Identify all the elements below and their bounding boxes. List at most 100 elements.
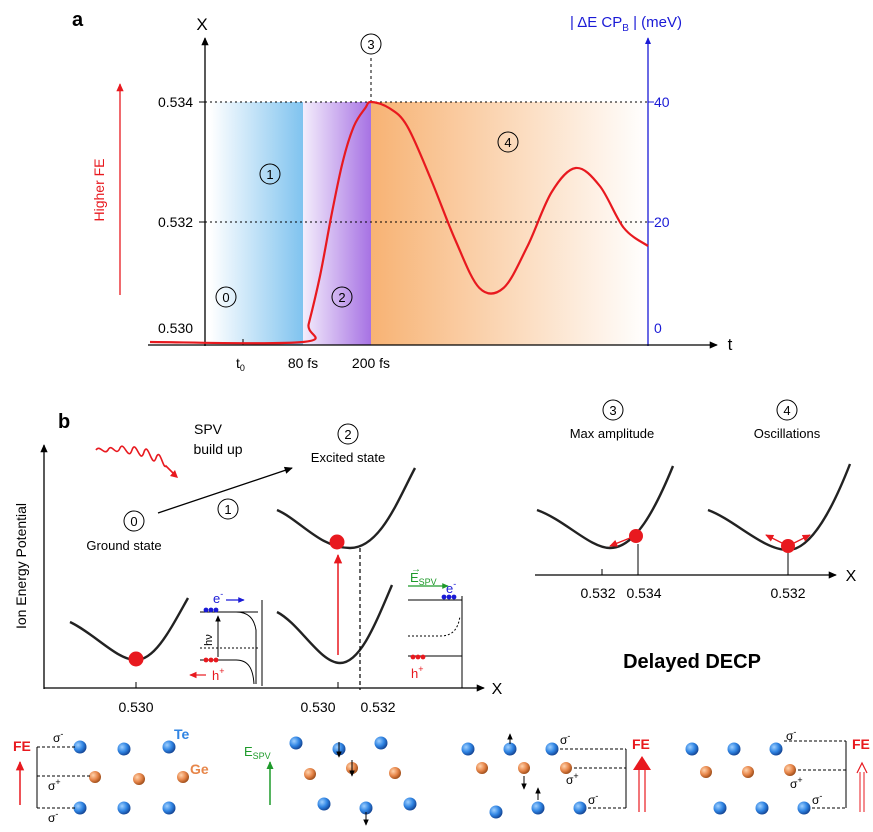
photon-label: hν xyxy=(203,634,215,646)
c-tick-label: 0.532 xyxy=(580,585,615,601)
svg-text:2: 2 xyxy=(344,427,351,442)
fe-label-4: FE xyxy=(852,736,870,752)
sigma-plus: σ+ xyxy=(790,775,803,791)
ge-label: Ge xyxy=(190,761,209,777)
ion-swing-arrow xyxy=(609,537,631,547)
ground-potential-copy xyxy=(276,584,394,665)
svg-text:4: 4 xyxy=(783,403,790,418)
lattice-cell-2: ESPV xyxy=(244,736,417,826)
x-tick-label-t0: t0 xyxy=(236,355,245,373)
sigma-minus: σ- xyxy=(48,809,58,825)
x-vs-time-curve xyxy=(149,100,649,345)
osc-arrow-left xyxy=(765,534,783,544)
ground-state-label: Ground state xyxy=(86,538,161,553)
c-tick-label: 0.532 xyxy=(770,585,805,601)
oscillations-label: Oscillations xyxy=(754,426,821,441)
spv-title-1: SPV xyxy=(194,421,223,437)
light-pulse-icon xyxy=(95,445,175,475)
zone-marker-3: 3 xyxy=(360,33,382,55)
zone1-shade xyxy=(210,102,303,345)
left-tick-label: 0.530 xyxy=(158,320,193,336)
svg-text:3: 3 xyxy=(609,403,616,418)
b-tick-label: 0.532 xyxy=(360,699,395,715)
zone-marker-c4: 4 xyxy=(776,399,798,421)
band-inset-2: ESPV → e- h+ xyxy=(408,564,463,688)
x-axis-title: t xyxy=(728,335,733,354)
zone-marker-b2: 2 xyxy=(337,423,359,445)
osc-arrow-right xyxy=(793,534,811,544)
lattice-cell-4: σ- σ+ σ- FE xyxy=(685,727,870,815)
field-vector-mark: → xyxy=(411,564,421,575)
x-tick-label-200fs: 200 fs xyxy=(352,355,390,371)
svg-text:4: 4 xyxy=(504,135,511,150)
panel-a: a X | ΔE CPB | (meV) t 0.534 0.532 0.530… xyxy=(72,9,733,373)
ion-oscillating xyxy=(781,539,795,553)
field-label-lattice: ESPV xyxy=(244,744,271,761)
delayed-decp-caption: Delayed DECP xyxy=(623,651,761,673)
svg-text:0: 0 xyxy=(222,290,229,305)
zone-marker-b0: 0 xyxy=(123,510,145,532)
te-label: Te xyxy=(174,726,190,742)
sigma-plus: σ+ xyxy=(566,771,579,787)
b-y-axis-title: Ion Energy Potential xyxy=(13,503,29,629)
x-tick-label-80fs: 80 fs xyxy=(288,355,318,371)
zone-marker-2: 2 xyxy=(331,286,353,308)
right-tick-label: 20 xyxy=(654,214,670,230)
b-tick-label: 0.530 xyxy=(300,699,335,715)
higher-fe-label: Higher FE xyxy=(91,158,107,221)
lattice-cell-3: σ- σ+ σ- FE xyxy=(461,731,651,819)
b-tick-label: 0.530 xyxy=(118,699,153,715)
svg-text:1: 1 xyxy=(224,502,231,517)
sigma-minus: σ- xyxy=(786,727,796,743)
light-pulse-arrowhead xyxy=(170,470,178,478)
svg-text:1: 1 xyxy=(266,167,273,182)
svg-text:3: 3 xyxy=(367,37,374,52)
hole-label-2: h+ xyxy=(411,664,424,681)
zone-marker-c3: 3 xyxy=(602,399,624,421)
spv-title-2: build up xyxy=(193,441,242,457)
lattice-row: FE Te Ge σ- σ+ σ- ESPV xyxy=(13,726,870,826)
excited-state-label: Excited state xyxy=(311,450,385,465)
right-tick-label: 0 xyxy=(654,320,662,336)
electron-label: e- xyxy=(213,589,223,606)
y-axis-title: X xyxy=(196,15,207,34)
ion-max-amplitude xyxy=(629,529,643,543)
zone-marker-1: 1 xyxy=(259,163,281,185)
left-tick-label: 0.534 xyxy=(158,94,193,110)
c-x-axis-title: X xyxy=(846,568,857,585)
zone-marker-0: 0 xyxy=(215,286,237,308)
panel-c: 3 Max amplitude 4 Oscillations X 0.532 0… xyxy=(535,399,857,673)
right-axis-title: | ΔE CPB | (meV) xyxy=(570,14,682,34)
svg-text:2: 2 xyxy=(338,290,345,305)
svg-text:0: 0 xyxy=(130,514,137,529)
excited-state-potential xyxy=(276,467,417,550)
electron-label-2: e- xyxy=(446,579,456,596)
fe-label-1: FE xyxy=(13,738,31,754)
zone-marker-4: 4 xyxy=(497,131,519,153)
zone4-shade xyxy=(371,102,648,345)
sigma-minus: σ- xyxy=(588,791,598,807)
sigma-minus: σ- xyxy=(53,729,63,745)
hole-label: h+ xyxy=(212,666,225,683)
right-tick-label: 40 xyxy=(654,94,670,110)
build-up-arrow xyxy=(157,466,293,514)
b-x-axis-title: X xyxy=(492,681,503,698)
field-label: ESPV xyxy=(410,570,437,587)
panel-b: b Ion Energy Potential X 0.530 0.530 0.5… xyxy=(13,411,503,715)
sigma-minus: σ- xyxy=(812,791,822,807)
fe-arrow-3-head xyxy=(633,756,651,770)
c-tick-label: 0.534 xyxy=(626,585,661,601)
panel-b-label: b xyxy=(58,411,70,433)
band-inset-1: hν e- h+ xyxy=(189,589,263,686)
max-amplitude-label: Max amplitude xyxy=(570,426,655,441)
left-tick-label: 0.532 xyxy=(158,214,193,230)
ion-excited xyxy=(329,534,345,550)
ion-ground xyxy=(128,651,144,667)
fe-label-3: FE xyxy=(632,736,650,752)
fe-arrow-4-head xyxy=(856,761,868,774)
panel-a-label: a xyxy=(72,9,84,31)
zone-marker-b1: 1 xyxy=(217,498,239,520)
sigma-plus: σ+ xyxy=(48,777,61,793)
ground-state-potential xyxy=(69,597,190,662)
